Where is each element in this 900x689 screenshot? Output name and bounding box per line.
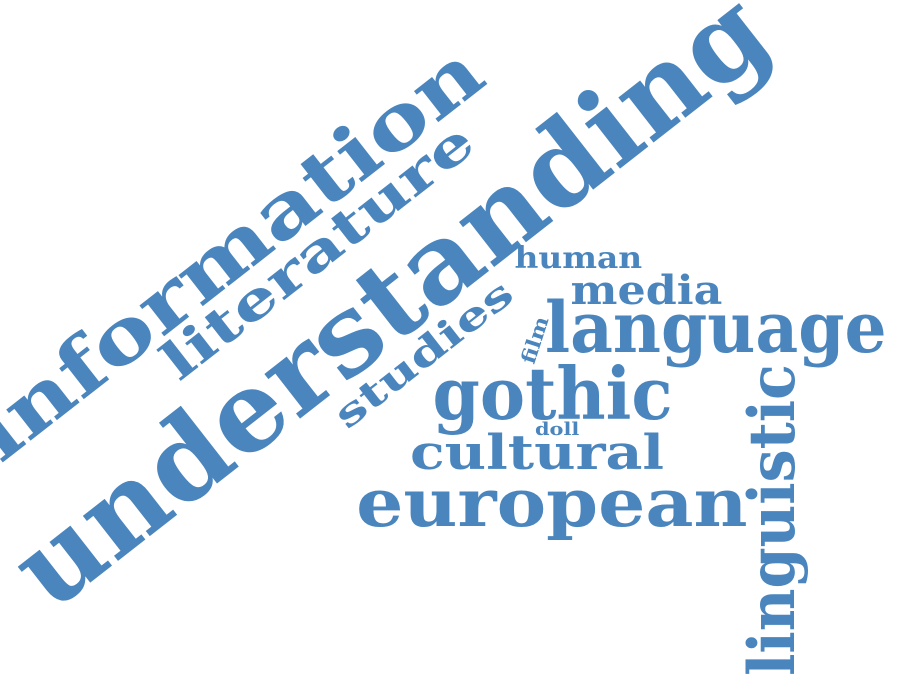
word-human: human xyxy=(514,241,642,276)
word-language: language xyxy=(544,286,887,369)
word-cultural: cultural xyxy=(409,425,665,481)
word-doll: doll xyxy=(534,419,580,440)
word-gothic: gothic xyxy=(432,351,673,436)
word-media: media xyxy=(570,267,722,314)
word-european: european xyxy=(356,464,748,542)
word-linguistic: linguistic xyxy=(734,364,810,676)
